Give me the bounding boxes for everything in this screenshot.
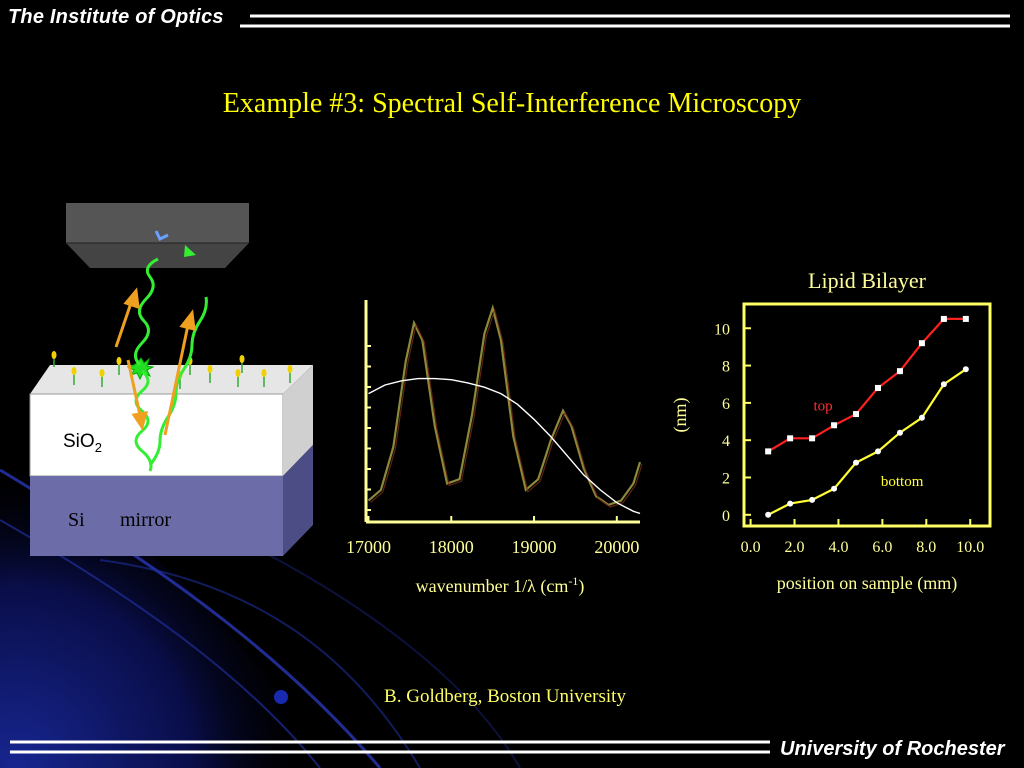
university-brand: University of Rochester <box>780 738 1005 760</box>
series-bottom-point <box>765 511 772 518</box>
chart-title: Lipid Bilayer <box>808 268 927 293</box>
emission-waves <box>134 257 208 472</box>
series-top-point <box>831 422 838 429</box>
spectrum-fit-line <box>370 307 643 508</box>
series-top-point <box>962 315 969 322</box>
x-tick-label: 20000 <box>594 537 639 557</box>
x-tick-label: 17000 <box>346 537 391 557</box>
y-tick-label: 10 <box>714 321 730 338</box>
x-tick-label: 18000 <box>429 537 474 557</box>
x-tick-label: 6.0 <box>872 539 892 556</box>
svg-text:SiO2: SiO2 <box>63 431 102 455</box>
series-top-point <box>874 384 881 391</box>
x-tick-label: 2.0 <box>785 539 805 556</box>
series-top-point <box>918 340 925 347</box>
series-bottom-line <box>767 368 967 516</box>
x-tick-label: 0.0 <box>741 539 761 556</box>
envelope-fit-line <box>368 377 641 515</box>
header-rules <box>240 14 1010 28</box>
spectrum-chart: 17000 18000 19000 20000 wavenumber 1/λ (cm-1… <box>346 300 643 597</box>
institute-brand: The Institute of Optics <box>8 6 224 28</box>
sio2-layer <box>29 365 313 477</box>
x-tick-label: 8.0 <box>916 539 936 556</box>
x-tick-label: 10.0 <box>956 539 984 556</box>
series-bottom-point <box>809 496 816 503</box>
sio2-subscript: 2 <box>95 440 102 455</box>
x-axis-label-part: ) <box>578 576 584 597</box>
plot-frame <box>742 302 992 528</box>
spectrum-data-line <box>367 304 642 507</box>
series-top-line <box>767 317 966 453</box>
y-tick-label: 2 <box>722 470 730 487</box>
detector-mark-icon <box>154 230 169 242</box>
series-bottom-point <box>874 448 881 455</box>
y-tick-label: 8 <box>722 359 730 376</box>
si-label: Si <box>68 509 85 531</box>
microscopy-diagram: SiO2 Si mirror <box>29 203 313 556</box>
series-bottom-point <box>787 500 794 507</box>
series-bottom-point <box>896 429 903 436</box>
series-bottom-label: bottom <box>881 474 924 490</box>
series-bottom-point <box>918 414 925 421</box>
lipid-bilayer-chart: Lipid Bilayer 0 2 4 6 8 10 0.0 2.0 4.0 6.0 8.0 10.0 (… <box>670 268 992 594</box>
ray-arrows <box>114 287 196 436</box>
sio2-label: SiO <box>63 431 95 452</box>
slide-title: Example #3: Spectral Self-Interference M… <box>222 88 802 119</box>
series-bottom-point <box>831 485 838 492</box>
x-tick-label: 19000 <box>512 537 557 557</box>
mirror-label: mirror <box>120 509 171 531</box>
x-tick-label: 4.0 <box>828 539 848 556</box>
series-bottom-point <box>853 459 860 466</box>
x-axis-label-part: λ <box>527 576 536 596</box>
upward-arrowhead <box>184 245 196 257</box>
si-mirror-layer <box>30 445 313 556</box>
y-tick-label: 0 <box>722 508 730 525</box>
series-top-point <box>896 368 903 375</box>
series-bottom-point <box>940 381 947 388</box>
x-axis-label-part: wavenumber 1/ <box>416 576 527 596</box>
y-axis-label: (nm) <box>670 398 691 433</box>
x-axis-label-part: (cm <box>536 576 568 597</box>
series-top-point <box>940 315 947 322</box>
y-tick-label: 6 <box>722 396 730 413</box>
x-axis-label-part: -1 <box>568 574 578 588</box>
series-top-label: top <box>813 399 832 415</box>
series-top-point <box>809 435 816 442</box>
x-axis-label: position on sample (mm) <box>777 573 957 594</box>
series-top-point <box>765 448 772 455</box>
series-top-point <box>787 435 794 442</box>
series-bottom-point <box>962 366 969 373</box>
footer-rules <box>10 740 770 754</box>
y-tick-label: 4 <box>722 433 730 450</box>
credit-line: B. Goldberg, Boston University <box>384 686 626 707</box>
x-axis-label: wavenumber 1/λ (cm-1) <box>416 574 585 597</box>
series-top-point <box>853 411 860 418</box>
